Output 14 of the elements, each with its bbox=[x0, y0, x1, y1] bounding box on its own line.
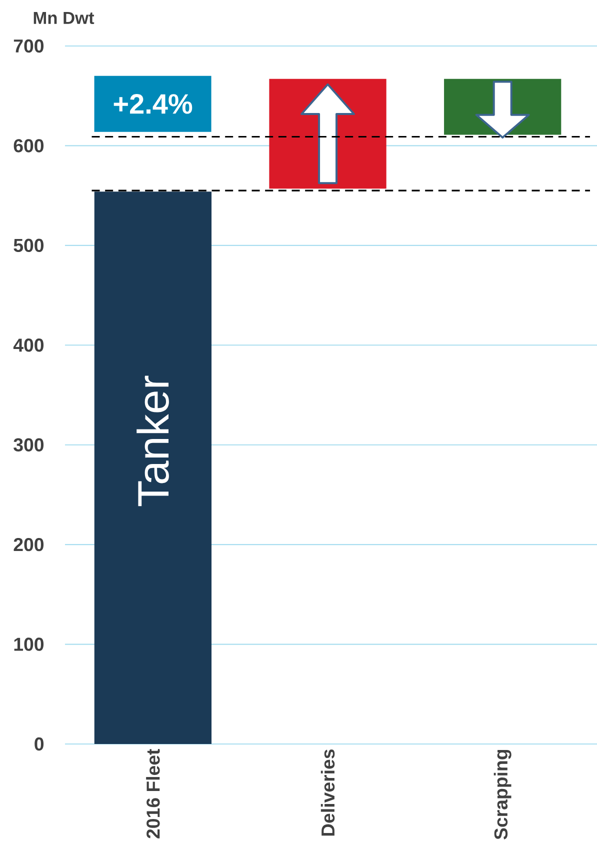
x-tick-label: Deliveries bbox=[320, 749, 335, 836]
y-tick-label: 100 bbox=[14, 638, 44, 651]
y-tick-label: 500 bbox=[14, 238, 44, 252]
y-tick-label: 700 bbox=[14, 39, 44, 53]
annotation: Tanker bbox=[136, 376, 169, 506]
y-tick-label: 600 bbox=[14, 139, 44, 152]
y-axis-title: Mn Dwt bbox=[34, 12, 94, 24]
x-tick-label: Scrapping bbox=[494, 750, 512, 840]
x-tick-label: 2016 Fleet bbox=[146, 748, 160, 838]
y-tick-label: 200 bbox=[14, 538, 44, 552]
y-tick-label: 400 bbox=[13, 338, 44, 352]
y-tick-label: 300 bbox=[14, 438, 44, 452]
annotation: +2.4% bbox=[114, 94, 192, 114]
y-tick-label: 0 bbox=[34, 737, 44, 751]
